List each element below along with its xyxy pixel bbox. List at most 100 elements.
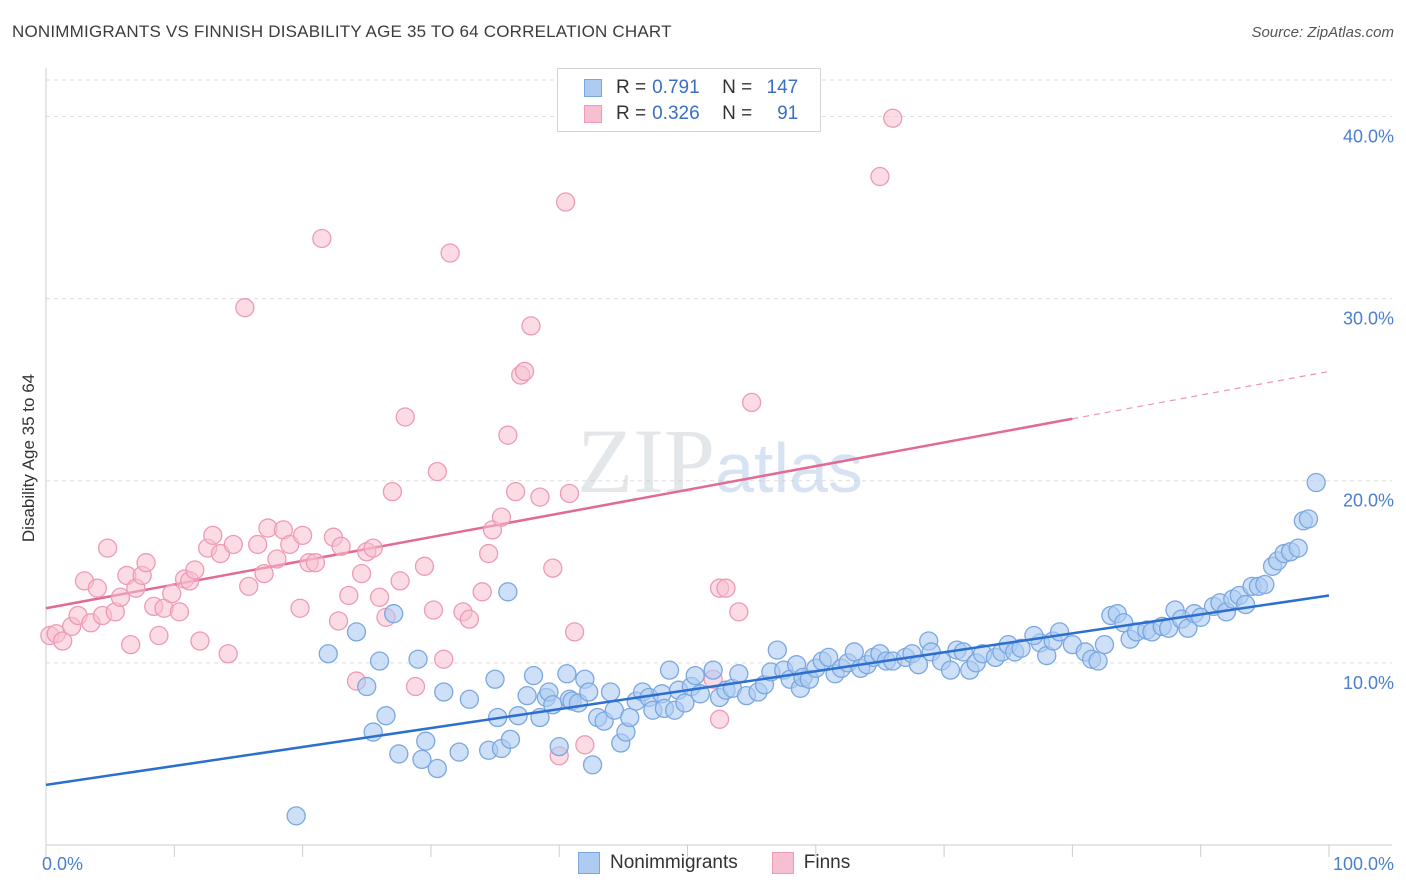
y-tick-label: 30.0% [1343,309,1394,329]
finns-point [339,585,359,606]
finns-point [254,563,274,584]
chart-title: NONIMMIGRANTS VS FINNISH DISABILITY AGE … [12,22,672,41]
finns-point [395,407,415,427]
legend-row-nonimmigrants: R = 0.791 N = 147 [584,75,798,101]
y-tick-label: 40.0% [1343,126,1394,146]
finns-point [267,549,287,569]
finns-point [223,534,243,555]
legend-n-value: 147 [766,77,799,98]
finns-point [203,525,223,546]
nonimmigrants-point [318,644,338,664]
finns-point [472,582,492,602]
nonimmigrants-point [434,682,454,702]
finns-point [121,634,141,655]
finns-point [328,611,349,631]
nonimmigrants-point [517,685,537,706]
nonimmigrants-point [427,758,447,779]
finns-point [514,361,535,382]
legend-label-finns: Finns [803,852,851,873]
legend-r-value: 0.791 [652,77,700,98]
finns-point [136,553,156,573]
nonimmigrants-point [449,742,469,762]
nonimmigrants-point [940,660,961,680]
nonimmigrants-point [659,660,680,680]
finns-trendline-solid [45,417,1073,610]
finns-point [427,461,447,482]
nonimmigrants-point [369,651,390,671]
y-tick-labels: 10.0% 20.0% 30.0% 40.0% [1343,126,1394,692]
nonimmigrants-point [384,604,404,624]
finns-point [478,543,499,564]
nonimmigrants-point [412,749,432,770]
nonimmigrants-point [1255,574,1275,595]
legend-swatch-pink [771,852,794,874]
finns-point [883,108,903,128]
finns-point [559,483,580,504]
legend-row-finns: R = 0.326 N = 91 [584,101,798,127]
nonimmigrants-point [1306,472,1326,493]
nonimmigrants-point [346,622,367,642]
finns-point [440,243,460,263]
nonimmigrants-point [818,647,839,668]
nonimmigrants-point [549,736,569,757]
finns-point [564,622,585,642]
finns-point [162,583,182,604]
nonimmigrants-point [557,664,577,684]
finns-point [97,538,118,558]
grid-lines [46,79,1392,664]
x-tick-label: 100.0% [1333,854,1394,874]
finns-point [521,316,541,336]
nonimmigrants-point [685,665,705,686]
nonimmigrants-point [376,706,396,726]
nonimmigrants-point [600,682,621,702]
nonimmigrants-point [703,660,723,680]
nonimmigrants-point [1024,625,1044,646]
finns-point [729,602,749,622]
finns-point [382,481,403,502]
finns-point [543,558,563,578]
nonimmigrants-point [485,669,505,689]
finns-point [414,556,435,576]
x-tick-labels: 0.0% 100.0% [42,854,1394,874]
finns-point [555,192,576,212]
finns-point [248,534,268,555]
finns-point [369,587,390,607]
finns-point [363,538,383,558]
legend-r-value: 0.326 [652,103,700,124]
finns-point [459,609,480,629]
nonimmigrants-points [286,472,1326,826]
finns-point [530,487,550,507]
nonimmigrants-point [620,707,640,728]
finns-point [405,676,426,697]
finns-point [185,560,205,580]
legend-swatch-pink [584,105,602,123]
finns-trendline [45,370,1330,610]
legend-swatch-blue [578,852,600,874]
finns-point [390,571,410,591]
nonimmigrants-trendline [45,594,1330,787]
finns-point [351,563,372,584]
finns-point [190,631,210,651]
legend-r-label: R = [616,77,647,98]
finns-point [742,392,762,413]
nonimmigrants-point [389,744,409,764]
nonimmigrants-point [675,693,695,713]
finns-point [434,649,454,669]
nonimmigrants-point [286,806,306,826]
finns-point [498,425,518,445]
finns-point [239,576,259,597]
finns-point [709,709,730,729]
finns-trendline-dashed [1072,370,1330,420]
series-legend: Nonimmigrants Finns [578,852,884,874]
nonimmigrants-point [767,640,787,660]
finns-point [292,525,313,546]
finns-point [575,735,595,755]
nonimmigrants-point [500,729,521,750]
finns-point [169,602,190,622]
nonimmigrants-point [459,689,480,709]
y-axis-label: Disability Age 35 to 64 [19,374,38,542]
source-label: Source: ZipAtlas.com [1251,24,1394,41]
finns-point [331,536,351,556]
legend-item-nonimmigrants: Nonimmigrants [578,852,738,874]
